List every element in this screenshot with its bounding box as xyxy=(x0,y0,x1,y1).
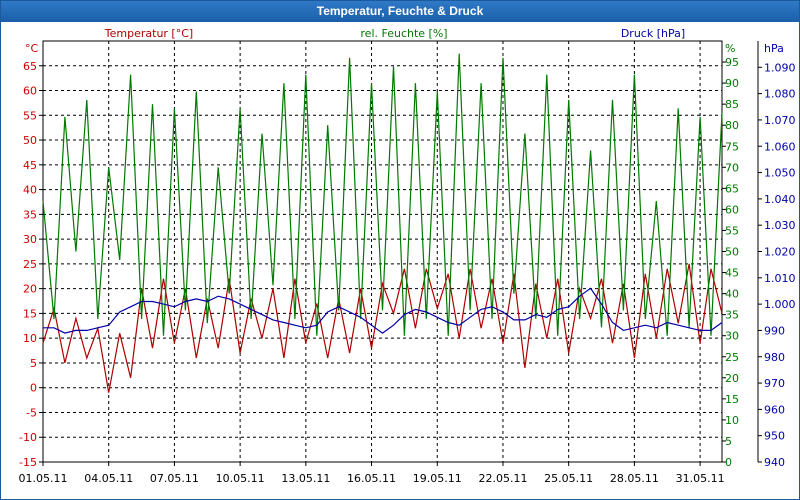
humidity-tick-label: 10 xyxy=(725,414,739,427)
grid xyxy=(42,40,723,463)
temperature-tick-label: 35 xyxy=(23,208,37,221)
pressure-tick-label: 1.000 xyxy=(764,298,796,311)
humidity-tick-label: 85 xyxy=(725,98,739,111)
x-tick-label: 19.05.11 xyxy=(413,472,462,485)
pressure-tick-label: 1.070 xyxy=(764,114,796,127)
temperature-axis: -15 -10 -5 0 5 10 15 20 25 30 35 40 45 50 55 60 65 °C xyxy=(19,42,43,469)
humidity-tick-label: 95 xyxy=(725,56,739,69)
humidity-axis: 0 5 10 15 20 25 30 35 40 45 50 55 60 65 70 75 80 85 90 95% xyxy=(722,42,739,469)
x-tick-label: 22.05.11 xyxy=(478,472,527,485)
pressure-tick-label: 1.040 xyxy=(764,193,796,206)
humidity-series-line xyxy=(42,53,723,336)
temperature-tick-label: 60 xyxy=(23,85,37,98)
pressure-tick-label: 1.050 xyxy=(764,167,796,180)
legend-item: rel. Feuchte [%] xyxy=(360,27,447,40)
x-tick-label: 31.05.11 xyxy=(676,472,725,485)
pressure-tick-label: 1.020 xyxy=(764,246,796,259)
pressure-tick-label: 990 xyxy=(764,324,785,337)
x-tick-label: 01.05.11 xyxy=(19,472,68,485)
temperature-tick-label: 50 xyxy=(23,134,37,147)
temperature-tick-label: 30 xyxy=(23,233,37,246)
x-axis: 01.05.11 04.05.11 07.05.11 10.05.11 13.05.11… xyxy=(19,462,725,485)
temperature-unit: °C xyxy=(25,42,39,55)
pressure-axis: 940 950 960 970 980 990 1.000 1.010 1.020 1.030 1.… xyxy=(757,41,796,469)
humidity-tick-label: 45 xyxy=(725,267,739,280)
temperature-tick-label: 5 xyxy=(30,357,37,370)
pressure-series-line xyxy=(43,287,723,334)
humidity-tick-label: 80 xyxy=(725,119,739,132)
humidity-tick-label: 25 xyxy=(725,351,739,364)
pressure-tick-label: 950 xyxy=(764,430,785,443)
pressure-tick-label: 1.090 xyxy=(764,61,796,74)
pressure-tick-label: 1.060 xyxy=(764,140,796,153)
x-tick-label: 07.05.11 xyxy=(150,472,199,485)
pressure-tick-label: 1.030 xyxy=(764,219,796,232)
pressure-tick-label: 970 xyxy=(764,377,785,390)
temperature-tick-label: 55 xyxy=(23,109,37,122)
window-title: Temperatur, Feuchte & Druck xyxy=(1,1,799,22)
humidity-tick-label: 0 xyxy=(725,456,732,469)
humidity-tick-label: 15 xyxy=(725,393,739,406)
x-tick-label: 25.05.11 xyxy=(544,472,593,485)
humidity-tick-label: 65 xyxy=(725,182,739,195)
pressure-tick-label: 980 xyxy=(764,351,785,364)
humidity-unit: % xyxy=(725,42,735,55)
temperature-tick-label: -10 xyxy=(19,431,37,444)
pressure-tick-label: 1.080 xyxy=(764,88,796,101)
pressure-tick-label: 1.010 xyxy=(764,272,796,285)
x-tick-label: 04.05.11 xyxy=(84,472,133,485)
humidity-tick-label: 60 xyxy=(725,203,739,216)
legend-item: Druck [hPa] xyxy=(621,27,685,40)
pressure-tick-label: 960 xyxy=(764,403,785,416)
x-tick-label: 13.05.11 xyxy=(281,472,330,485)
temperature-series-line xyxy=(42,263,723,393)
temperature-tick-label: 25 xyxy=(23,258,37,271)
temperature-tick-label: 10 xyxy=(23,332,37,345)
humidity-tick-label: 30 xyxy=(725,330,739,343)
temperature-tick-label: 65 xyxy=(23,60,37,73)
pressure-unit: hPa xyxy=(764,42,784,55)
temperature-tick-label: -5 xyxy=(26,406,37,419)
humidity-tick-label: 70 xyxy=(725,161,739,174)
humidity-tick-label: 75 xyxy=(725,140,739,153)
temperature-tick-label: -15 xyxy=(19,456,37,469)
legend: Temperatur [°C] rel. Feuchte [%] Druck [hP… xyxy=(104,27,685,40)
x-tick-label: 16.05.11 xyxy=(347,472,396,485)
series-lines xyxy=(42,53,723,393)
temperature-tick-label: 45 xyxy=(23,159,37,172)
plot-frame xyxy=(42,40,723,463)
humidity-tick-label: 20 xyxy=(725,372,739,385)
x-tick-label: 28.05.11 xyxy=(610,472,659,485)
humidity-tick-label: 5 xyxy=(725,435,732,448)
humidity-tick-label: 40 xyxy=(725,288,739,301)
humidity-tick-label: 90 xyxy=(725,77,739,90)
temperature-tick-label: 40 xyxy=(23,184,37,197)
pressure-tick-label: 940 xyxy=(764,456,785,469)
x-tick-label: 10.05.11 xyxy=(216,472,265,485)
temperature-tick-label: 0 xyxy=(30,382,37,395)
humidity-tick-label: 35 xyxy=(725,309,739,322)
temperature-tick-label: 20 xyxy=(23,283,37,296)
temperature-tick-label: 15 xyxy=(23,307,37,320)
humidity-tick-label: 55 xyxy=(725,224,739,237)
legend-item: Temperatur [°C] xyxy=(104,27,193,40)
humidity-tick-label: 50 xyxy=(725,246,739,259)
